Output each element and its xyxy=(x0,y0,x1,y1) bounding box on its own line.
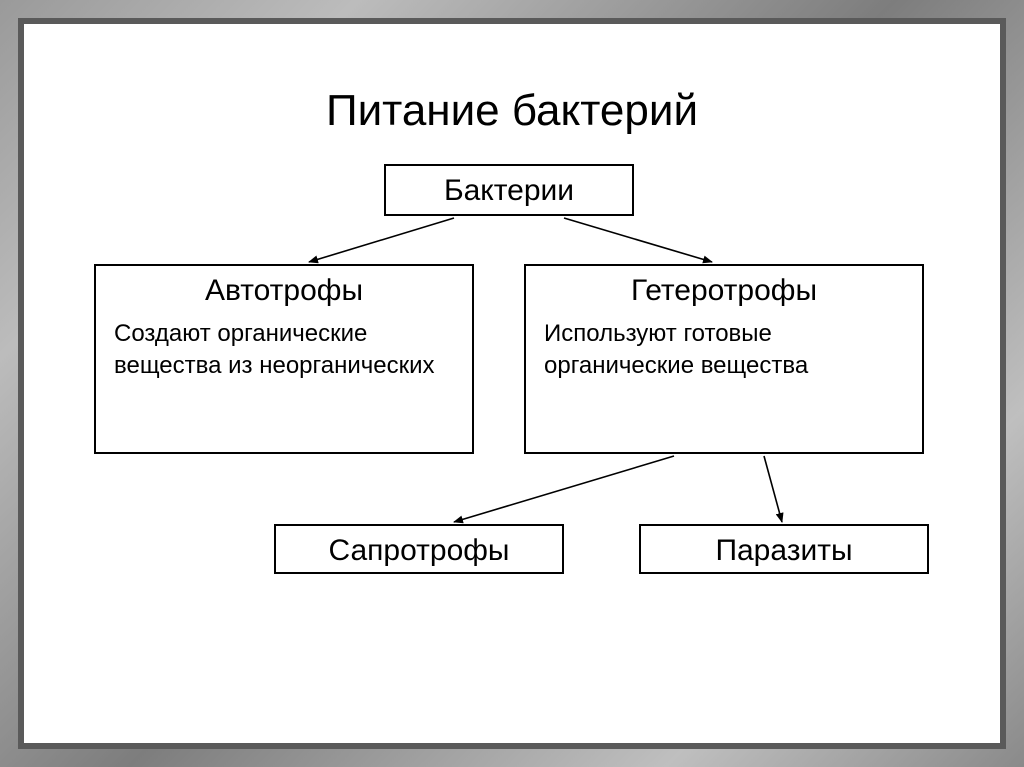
node-autotrophs-label: Автотрофы xyxy=(108,274,460,308)
node-heterotrophs-label: Гетеротрофы xyxy=(538,274,910,308)
node-parasites-label: Паразиты xyxy=(653,534,915,567)
edge-heterotrophs-saprotrophs xyxy=(454,456,674,522)
node-root: Бактерии xyxy=(384,164,634,216)
node-saprotrophs-label: Сапротрофы xyxy=(288,534,550,567)
node-root-label: Бактерии xyxy=(398,174,620,207)
edge-root-heterotrophs xyxy=(564,218,712,262)
node-autotrophs: Автотрофы Создают органические вещества … xyxy=(94,264,474,454)
edge-root-autotrophs xyxy=(309,218,454,262)
node-autotrophs-desc: Создают органические вещества из неорган… xyxy=(108,318,460,383)
diagram-title: Питание бактерий xyxy=(24,86,1000,136)
slide-frame-outer: Питание бактерий Бактерии Автотрофы Созд… xyxy=(0,0,1024,767)
node-parasites: Паразиты xyxy=(639,524,929,574)
node-heterotrophs-desc: Используют готовые органические вещества xyxy=(538,318,910,383)
node-saprotrophs: Сапротрофы xyxy=(274,524,564,574)
node-heterotrophs: Гетеротрофы Используют готовые органичес… xyxy=(524,264,924,454)
edge-heterotrophs-parasites xyxy=(764,456,782,522)
diagram-canvas: Питание бактерий Бактерии Автотрофы Созд… xyxy=(24,24,1000,743)
